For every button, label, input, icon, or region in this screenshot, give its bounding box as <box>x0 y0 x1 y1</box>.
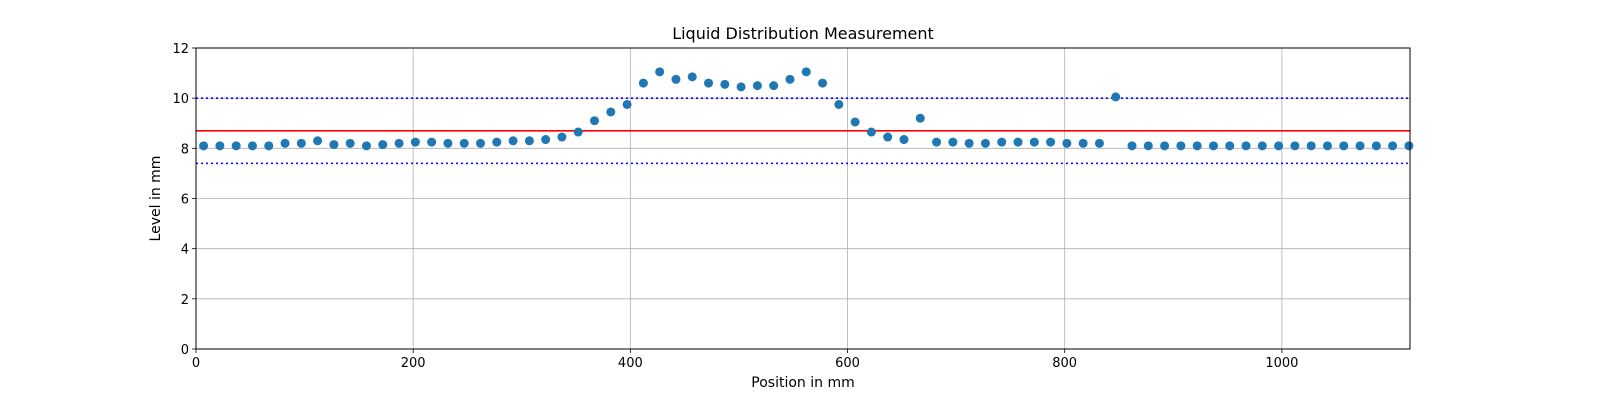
data-point <box>1192 141 1202 151</box>
data-point <box>1160 141 1170 151</box>
data-point <box>1322 141 1332 151</box>
data-point <box>785 74 795 84</box>
y-tick-label: 0 <box>181 343 189 358</box>
data-point <box>1241 141 1251 151</box>
data-point <box>345 138 355 148</box>
data-point <box>769 81 779 91</box>
data-point <box>427 137 437 147</box>
data-point <box>492 137 502 147</box>
data-point <box>899 135 909 145</box>
data-point <box>915 113 925 123</box>
data-point <box>1078 138 1088 148</box>
y-tick-label: 4 <box>181 243 189 258</box>
grid-layer <box>195 47 1410 350</box>
data-point <box>1013 137 1023 147</box>
data-point <box>655 67 665 77</box>
data-point <box>1225 141 1235 151</box>
data-point <box>704 78 714 88</box>
data-point <box>752 81 762 91</box>
data-point <box>1339 141 1349 151</box>
data-point <box>818 78 828 88</box>
reference-lines <box>196 97 1410 165</box>
data-point <box>443 138 453 148</box>
data-point <box>280 138 290 148</box>
data-point <box>313 136 323 146</box>
data-point <box>541 135 551 145</box>
data-point <box>410 137 420 147</box>
data-point <box>932 137 942 147</box>
data-point <box>1404 141 1414 151</box>
data-point <box>606 107 616 117</box>
x-tick-label: 600 <box>835 356 860 371</box>
data-point <box>215 141 225 151</box>
data-point <box>1143 141 1153 151</box>
data-point <box>199 141 209 151</box>
data-point <box>850 117 860 127</box>
data-point <box>1127 141 1137 151</box>
data-point <box>1274 141 1284 151</box>
data-point <box>622 99 632 109</box>
data-point <box>1371 141 1381 151</box>
data-point <box>687 72 697 82</box>
chart-title: Liquid Distribution Measurement <box>672 24 934 43</box>
data-point <box>508 136 518 146</box>
x-axis-label: Position in mm <box>751 375 854 391</box>
y-tick-label: 2 <box>181 293 189 308</box>
data-points <box>199 67 1414 151</box>
x-tick-label: 800 <box>1052 356 1077 371</box>
data-point <box>524 136 534 146</box>
data-point <box>1257 141 1267 151</box>
y-axis-label: Level in mm <box>148 156 164 242</box>
data-point <box>329 140 339 150</box>
data-point <box>801 67 811 77</box>
y-tick-label: 8 <box>181 142 189 157</box>
data-point <box>883 132 893 142</box>
x-axis: 0 200 400 600 800 1000 <box>192 349 1298 371</box>
data-point <box>1306 141 1316 151</box>
data-point <box>459 138 469 148</box>
data-point <box>736 82 746 92</box>
data-point <box>1208 141 1218 151</box>
data-point <box>948 137 958 147</box>
data-point <box>1094 138 1104 148</box>
data-point <box>866 127 876 137</box>
x-tick-label: 0 <box>192 356 200 371</box>
data-point <box>557 132 567 142</box>
y-tick-label: 10 <box>172 92 189 107</box>
data-point <box>394 138 404 148</box>
data-point <box>671 74 681 84</box>
x-tick-label: 1000 <box>1265 356 1298 371</box>
data-point <box>1062 138 1072 148</box>
data-point <box>980 138 990 148</box>
y-tick-label: 6 <box>181 193 189 208</box>
data-point <box>590 116 600 126</box>
data-point <box>1290 141 1300 151</box>
data-point <box>1046 137 1056 147</box>
data-point <box>638 78 648 88</box>
x-tick-label: 400 <box>618 356 643 371</box>
data-point <box>1111 92 1121 102</box>
y-axis: 0 2 4 6 8 10 12 <box>172 42 196 358</box>
x-tick-label: 200 <box>401 356 426 371</box>
data-point <box>247 141 257 151</box>
data-point <box>1176 141 1186 151</box>
data-point <box>475 138 485 148</box>
data-point <box>997 137 1007 147</box>
data-point <box>361 141 371 151</box>
data-point <box>264 141 274 151</box>
data-point <box>1388 141 1398 151</box>
y-tick-label: 12 <box>172 42 189 57</box>
data-point <box>378 140 388 150</box>
data-point <box>296 138 306 148</box>
data-point <box>964 138 974 148</box>
data-point <box>720 79 730 89</box>
data-point <box>231 141 241 151</box>
data-point <box>573 127 583 137</box>
data-point <box>1029 137 1039 147</box>
data-point <box>834 99 844 109</box>
data-point <box>1355 141 1365 151</box>
